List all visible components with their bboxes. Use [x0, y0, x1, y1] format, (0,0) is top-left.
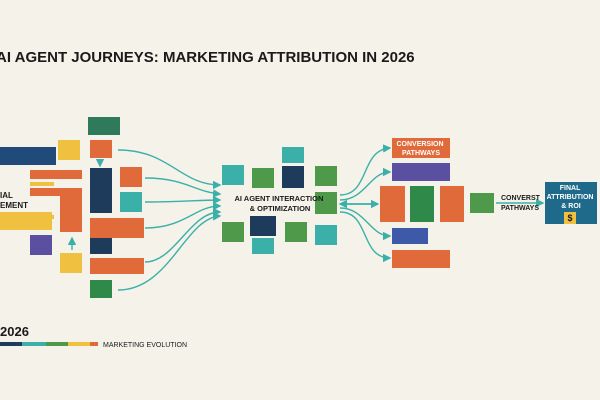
- conversion-label: CONVERSION PATHWAYS: [396, 141, 445, 157]
- final-icon: $: [567, 213, 572, 223]
- footer-year: 2026: [0, 324, 29, 339]
- final-label: FINAL ATTRIBUTION & ROI: [547, 185, 596, 210]
- convert-label: CONVERST PATHWAYS: [501, 195, 542, 212]
- title: AI AGENT JOURNEYS: MARKETING ATTRIBUTION…: [0, 49, 415, 66]
- arrows: [67, 144, 545, 291]
- footer-bar: [0, 342, 98, 346]
- right-blocks: [380, 138, 597, 268]
- center-blocks: [222, 147, 337, 254]
- left-blocks: [0, 117, 144, 298]
- left-label: IAL EMENT: [0, 191, 28, 210]
- footer-caption: MARKETING EVOLUTION: [103, 342, 187, 349]
- center-label: AI AGENT INTERACTION & OPTIMIZATION: [235, 194, 326, 213]
